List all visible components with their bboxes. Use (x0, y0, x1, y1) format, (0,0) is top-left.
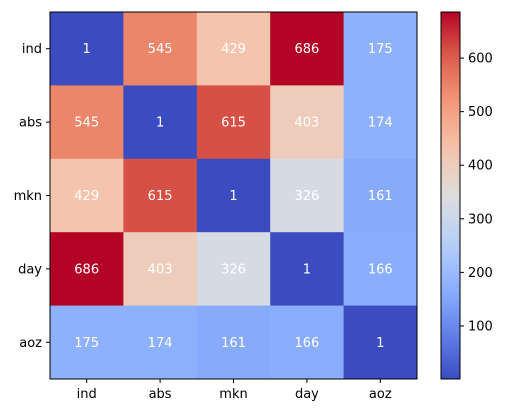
heatmap-cell-3-3 (270, 232, 345, 307)
heatmap-cell-0-2 (196, 12, 271, 86)
cell-value-4-2: 161 (221, 336, 246, 351)
heatmap-cell-0-4 (343, 12, 418, 86)
colorbar-tick-label-3: 400 (468, 159, 493, 174)
cell-value-4-4: 1 (376, 336, 384, 351)
heatmap-cell-1-2 (196, 85, 271, 160)
cell-value-2-0: 429 (74, 189, 99, 204)
cell-value-3-3: 1 (303, 262, 311, 277)
plot-frame (49, 11, 418, 380)
cell-value-1-2: 615 (221, 116, 246, 131)
x-tick-label-1: abs (149, 387, 172, 402)
colorbar-gradient (440, 11, 461, 380)
heatmap-cell-2-0 (50, 158, 124, 233)
cell-value-3-4: 166 (368, 262, 393, 277)
cell-value-4-0: 175 (74, 336, 99, 351)
x-axis: ind abs mkn day aoz (77, 379, 392, 402)
cell-value-2-4: 161 (368, 189, 393, 204)
heatmap-cell-4-4 (343, 305, 418, 380)
heatmap-cell-0-1 (123, 12, 198, 86)
heatmap-cell-4-2 (196, 305, 271, 380)
heatmap-cell-2-3 (270, 158, 345, 233)
x-tick-label-4: aoz (369, 387, 392, 402)
y-tick-label-4: aoz (19, 336, 42, 351)
cell-value-1-1: 1 (156, 116, 164, 131)
colorbar-tick-label-2: 300 (468, 212, 493, 227)
heatmap-cell-3-2 (196, 232, 271, 307)
heatmap-cell-4-3 (270, 305, 345, 380)
heatmap-cell-4-1 (123, 305, 198, 380)
cell-value-4-1: 174 (148, 336, 173, 351)
cell-value-3-0: 686 (74, 262, 99, 277)
y-tick-label-2: mkn (14, 189, 42, 204)
y-axis: ind abs mkn day aoz (14, 42, 50, 351)
colorbar-tick-label-0: 100 (468, 319, 493, 334)
cell-value-0-3: 686 (294, 42, 319, 57)
colorbar-tick-label-4: 500 (468, 105, 493, 120)
x-tick-label-3: day (295, 387, 319, 402)
heatmap-cells (50, 12, 418, 380)
heatmap-cell-3-0 (50, 232, 124, 307)
cell-value-1-3: 403 (294, 116, 319, 131)
cell-value-1-4: 174 (368, 116, 393, 131)
heatmap-cell-2-1 (123, 158, 198, 233)
heatmap-cell-4-0 (50, 305, 124, 380)
heatmap-cell-3-1 (123, 232, 198, 307)
heatmap-cell-1-4 (343, 85, 418, 160)
cell-value-3-2: 326 (221, 262, 246, 277)
cell-value-1-0: 545 (74, 116, 99, 131)
colorbar: 100 200 300 400 500 600 (440, 11, 493, 380)
cell-value-0-0: 1 (83, 42, 91, 57)
y-tick-label-1: abs (19, 116, 42, 131)
heatmap-cell-1-3 (270, 85, 345, 160)
x-tick-label-0: ind (77, 387, 97, 402)
heatmap-cell-1-0 (50, 85, 124, 160)
colorbar-tick-label-5: 600 (468, 52, 493, 67)
cell-value-labels: 1 545 429 686 175 545 1 615 403 174 429 615 1 326 161 6… (74, 42, 392, 351)
heatmap-cell-0-3 (270, 12, 345, 86)
heatmap-cell-3-4 (343, 232, 418, 307)
y-tick-label-0: ind (22, 42, 42, 57)
heatmap-cell-1-1 (123, 85, 198, 160)
x-tick-label-2: mkn (219, 387, 247, 402)
cell-value-4-3: 166 (294, 336, 319, 351)
heatmap-cell-2-2 (196, 158, 271, 233)
cell-value-2-1: 615 (148, 189, 173, 204)
cell-value-0-1: 545 (148, 42, 173, 57)
y-tick-label-3: day (18, 262, 42, 277)
cell-value-2-2: 1 (229, 189, 237, 204)
cell-value-2-3: 326 (294, 189, 319, 204)
cell-value-3-1: 403 (148, 262, 173, 277)
heatmap-cell-0-0 (50, 12, 124, 86)
cell-value-0-2: 429 (221, 42, 246, 57)
colorbar-tick-label-1: 200 (468, 266, 493, 281)
heatmap-cell-2-4 (343, 158, 418, 233)
cell-value-0-4: 175 (368, 42, 393, 57)
